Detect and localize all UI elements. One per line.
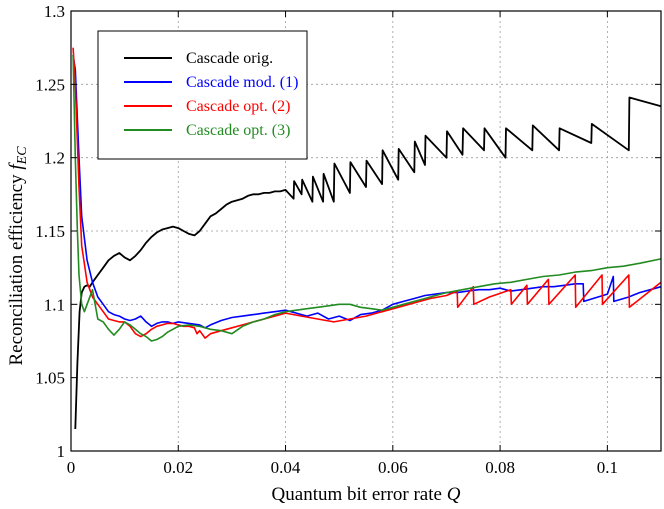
x-tick-label: 0.1 <box>597 458 618 477</box>
y-axis-title: Reconciliation efficiency fEC <box>6 146 30 366</box>
series-line-cascade-mod-1 <box>72 54 662 329</box>
legend-box <box>97 30 308 160</box>
y-tick-label: 1.15 <box>35 222 65 241</box>
x-tick-label: 0.04 <box>271 458 301 477</box>
y-tick-label: 1 <box>57 442 66 461</box>
x-tick-label: 0.06 <box>378 458 408 477</box>
legend: Cascade orig. Cascade mod. (1) Cascade opt… <box>97 30 308 160</box>
series-group <box>72 47 662 430</box>
ticks: 0 0.02 0.04 0.06 0.08 0.1 1 1.05 1.1 1.15 1.2 1.25 1… <box>35 2 661 477</box>
legend-label: Cascade mod. (1) <box>186 74 298 91</box>
x-axis-title: Quantum bit error rate Q <box>272 484 461 505</box>
legend-label: Cascade opt. (2) <box>186 98 290 115</box>
y-tick-label: 1.3 <box>44 2 65 21</box>
series-line-cascade-opt-3 <box>72 54 662 342</box>
y-axis-title-text: Reconciliation efficiency <box>6 174 27 366</box>
x-tick-label: 0.02 <box>163 458 193 477</box>
series-line-cascade-orig <box>74 96 662 430</box>
legend-label: Cascade opt. (3) <box>186 122 290 139</box>
x-tick-label: 0.08 <box>485 458 515 477</box>
y-axis-title-symbol: f <box>6 162 27 170</box>
x-tick-label: 0 <box>67 458 76 477</box>
y-tick-label: 1.25 <box>35 75 65 94</box>
y-tick-label: 1.1 <box>44 295 65 314</box>
y-tick-label: 1.05 <box>35 369 65 388</box>
grid <box>71 11 661 451</box>
y-tick-label: 1.2 <box>44 149 65 168</box>
y-axis-title-subscript: EC <box>15 146 30 166</box>
legend-label: Cascade orig. <box>186 50 273 67</box>
x-axis-title-symbol: Q <box>447 484 461 505</box>
x-axis-title-text: Quantum bit error rate <box>272 484 442 505</box>
